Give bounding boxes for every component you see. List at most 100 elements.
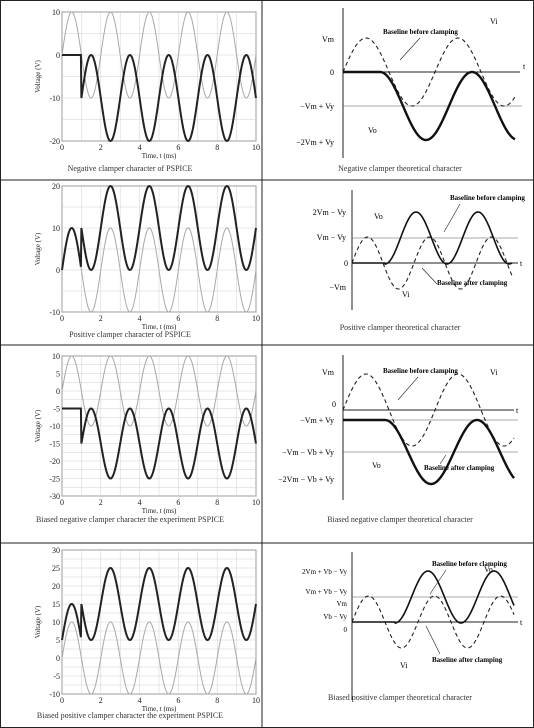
- output-voltage-line: [61, 566, 257, 642]
- theory-pos-label-vm-vy: Vm − Vy: [317, 233, 346, 242]
- x-axis-label: Time, t (ms): [142, 705, 177, 713]
- y-tick-label: 10: [52, 352, 60, 361]
- y-axis-label: Voltage (V): [34, 232, 42, 265]
- theory-negative-clamper: Vm 0 t −Vm + Vy −2Vm + Vy Vi Vo Baseline…: [296, 8, 526, 173]
- y-tick-label: 10: [52, 8, 60, 17]
- x-tick-label: 0: [60, 498, 64, 507]
- y-tick-label: 0: [56, 266, 60, 275]
- y-tick-label: -5: [53, 405, 60, 414]
- x-tick-label: 0: [60, 143, 64, 152]
- theory-bpos-label-vb-vy: Vb − Vy: [323, 613, 347, 621]
- pspice-biased-positive-clamper-chart: 0 2 4 6 8 10 -10 -5 0 5 10 15 20 25 30 Time, t (ms) Volt…: [34, 546, 260, 713]
- theory-neg-input-wave: [342, 37, 516, 107]
- x-tick-label: 4: [138, 143, 142, 152]
- x-tick-label: 10: [252, 696, 260, 705]
- y-tick-label: -20: [49, 137, 60, 146]
- theory-bneg-after-pointer: [439, 454, 447, 465]
- y-tick-label: 0: [56, 51, 60, 60]
- x-tick-label: 2: [99, 314, 103, 323]
- x-tick-label: 2: [99, 143, 103, 152]
- pspice-biased-negative-clamper-chart: 0 2 4 6 8 10 -30 -25 -20 -15 -10 -5 0 5 10 Time, t (ms)…: [34, 352, 260, 515]
- y-tick-label: -10: [49, 308, 60, 317]
- theory-neg-caption: Negative clamper theoretical character: [338, 164, 462, 173]
- y-tick-label: 5: [56, 636, 60, 645]
- theory-biased-negative-clamper: Vm 0 t −Vm + Vy −Vm − Vb + Vy −2Vm − Vb …: [278, 355, 519, 524]
- x-tick-label: 8: [215, 498, 219, 507]
- pspice-negative-clamper-caption: Negative clamper character of PSPICE: [68, 164, 193, 173]
- theory-bpos-output-wave: [352, 570, 515, 624]
- output-voltage-line: [62, 407, 257, 480]
- x-tick-label: 6: [176, 498, 180, 507]
- x-tick-label: 6: [176, 314, 180, 323]
- x-tick-label: 2: [99, 498, 103, 507]
- theory-bneg-output-wave: [343, 418, 515, 486]
- theory-pos-label-t: t: [520, 259, 523, 268]
- theory-bneg-label-neg-vm-vb-vy: −Vm − Vb + Vy: [282, 448, 334, 457]
- theory-bneg-caption: Biased negative clamper theoretical char…: [327, 515, 473, 524]
- theory-neg-label-neg-vm-vy: −Vm + Vy: [300, 102, 334, 111]
- x-tick-label: 10: [252, 143, 260, 152]
- theory-neg-baseline-before: Baseline before clamping: [383, 28, 458, 36]
- theory-bneg-input-wave: [342, 373, 515, 447]
- pspice-biased-positive-clamper-caption: Biased positive clamper character the ex…: [37, 711, 223, 720]
- input-voltage-line: [61, 355, 257, 427]
- input-voltage-line: [61, 11, 257, 99]
- theory-pos-before-pointer: [443, 203, 461, 233]
- x-tick-label: 4: [138, 314, 142, 323]
- x-tick-label: 0: [60, 696, 64, 705]
- theory-bpos-label-vm: Vm: [337, 600, 348, 608]
- pspice-positive-clamper-caption: Positive clamper character of PSPICE: [69, 330, 191, 339]
- theory-pos-caption: Positive clamper theoretical character: [340, 323, 461, 332]
- theory-bneg-label-vm: Vm: [322, 368, 335, 377]
- theory-bpos-label-2vm-vb-vy: 2Vm + Vb − Vy: [302, 568, 347, 576]
- theory-bneg-before-pointer: [397, 376, 419, 401]
- theory-bneg-label-t: t: [516, 406, 519, 415]
- theory-bpos-baseline-after: Baseline after clamping: [432, 656, 503, 664]
- y-axis-label: Voltage (V): [34, 59, 42, 92]
- theory-bpos-label-zero: 0: [344, 626, 348, 634]
- theory-neg-label-zero: 0: [330, 68, 334, 77]
- theory-neg-output-wave: [343, 70, 516, 142]
- y-tick-label: 10: [52, 618, 60, 627]
- theory-neg-label-neg-2vm-vy: −2Vm + Vy: [296, 138, 334, 147]
- input-voltage-line: [61, 227, 257, 313]
- theory-bneg-baseline-before: Baseline before clamping: [383, 367, 458, 375]
- y-tick-label: -20: [49, 457, 60, 466]
- output-voltage-line: [62, 53, 257, 143]
- theory-bpos-label-vi: Vi: [400, 661, 408, 670]
- y-tick-label: 10: [52, 224, 60, 233]
- y-tick-label: -25: [49, 475, 60, 484]
- pspice-biased-negative-clamper-caption: Biased negative clamper character the ex…: [36, 515, 224, 524]
- y-tick-label: 30: [52, 546, 60, 555]
- theory-pos-baseline-after: Baseline after clamping: [437, 279, 508, 287]
- theory-pos-label-vi: Vi: [402, 290, 410, 299]
- theory-bneg-label-vi: Vi: [490, 368, 498, 377]
- theory-bpos-caption: Biased positive clamper theoretical char…: [328, 693, 472, 702]
- theory-neg-label-vo: Vo: [368, 126, 377, 135]
- x-tick-label: 8: [215, 696, 219, 705]
- theory-pos-after-pointer: [421, 267, 438, 285]
- y-tick-label: 15: [52, 600, 60, 609]
- x-tick-label: 2: [99, 696, 103, 705]
- theory-bneg-baseline-after: Baseline after clamping: [424, 464, 495, 472]
- pspice-negative-clamper-chart: 0 2 4 6 8 10 -20 -10 0 10 Time, t (ms) Voltage (V): [34, 8, 260, 160]
- theory-bpos-input-wave: [351, 595, 515, 649]
- x-axis-label: Time, t (ms): [142, 507, 177, 515]
- x-axis-label: Time, t (ms): [142, 152, 177, 160]
- x-tick-label: 4: [138, 696, 142, 705]
- y-tick-label: 20: [52, 582, 60, 591]
- y-tick-label: 25: [52, 564, 60, 573]
- x-tick-label: 4: [138, 498, 142, 507]
- theory-pos-label-vo: Vo: [374, 212, 383, 221]
- theory-bpos-after-pointer: [425, 625, 441, 655]
- theory-bpos-label-vo: Vo: [484, 565, 493, 574]
- theory-bneg-label-zero: 0: [332, 400, 336, 409]
- theory-bneg-label-vo: Vo: [372, 461, 381, 470]
- theory-pos-label-zero: 0: [344, 259, 348, 268]
- y-tick-label: -15: [49, 440, 60, 449]
- theory-pos-output-wave: [352, 211, 513, 265]
- x-tick-label: 0: [60, 314, 64, 323]
- y-tick-label: 20: [52, 182, 60, 191]
